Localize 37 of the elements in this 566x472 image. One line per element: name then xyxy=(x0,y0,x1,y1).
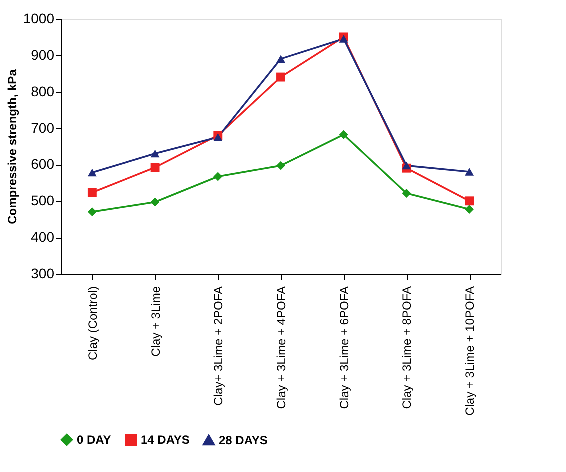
point xyxy=(276,72,286,82)
point xyxy=(88,208,97,217)
point xyxy=(402,162,412,170)
y-tick-label: 500 xyxy=(31,192,55,209)
point xyxy=(465,168,474,176)
point xyxy=(88,188,97,198)
point xyxy=(150,163,160,172)
y-tick-label: 600 xyxy=(31,156,55,172)
legend-label: 28 DAYS xyxy=(219,433,268,448)
point xyxy=(214,172,223,182)
y-tick-label: 700 xyxy=(31,120,55,136)
point xyxy=(339,35,348,43)
point xyxy=(150,150,160,158)
y-tick-label: 300 xyxy=(31,266,55,282)
x-tick-label: Clay + 3Lime + 6POFA xyxy=(337,286,352,410)
y-tick-label: 400 xyxy=(31,229,55,246)
y-tick-label: 1000 xyxy=(23,10,55,26)
point xyxy=(465,196,474,206)
x-tick-label: Clay (Control) xyxy=(86,286,100,361)
point xyxy=(276,55,286,63)
x-tick-label: Clay + 3Lime + 8POFA xyxy=(400,286,414,410)
point xyxy=(402,189,412,198)
point xyxy=(276,161,286,170)
y-tick-label: 900 xyxy=(31,46,55,63)
legend-label: 0 DAY xyxy=(77,433,112,447)
y-axis-title: Compressive strength, kPa xyxy=(5,69,20,224)
point xyxy=(150,198,160,207)
x-tick-label: Clay+ 3Lime + 2POFA xyxy=(212,286,226,406)
y-tick-label: 800 xyxy=(31,83,55,100)
legend-label: 14 DAYS xyxy=(141,433,190,447)
point xyxy=(88,168,97,177)
x-tick-label: Clay + 3Lime xyxy=(148,286,163,357)
x-tick-label: Clay + 3Lime + 10POFA xyxy=(463,286,478,416)
point xyxy=(214,134,223,142)
point xyxy=(339,130,348,140)
point xyxy=(465,205,474,214)
x-tick-label: Clay + 3Lime + 4POFA xyxy=(274,286,288,410)
